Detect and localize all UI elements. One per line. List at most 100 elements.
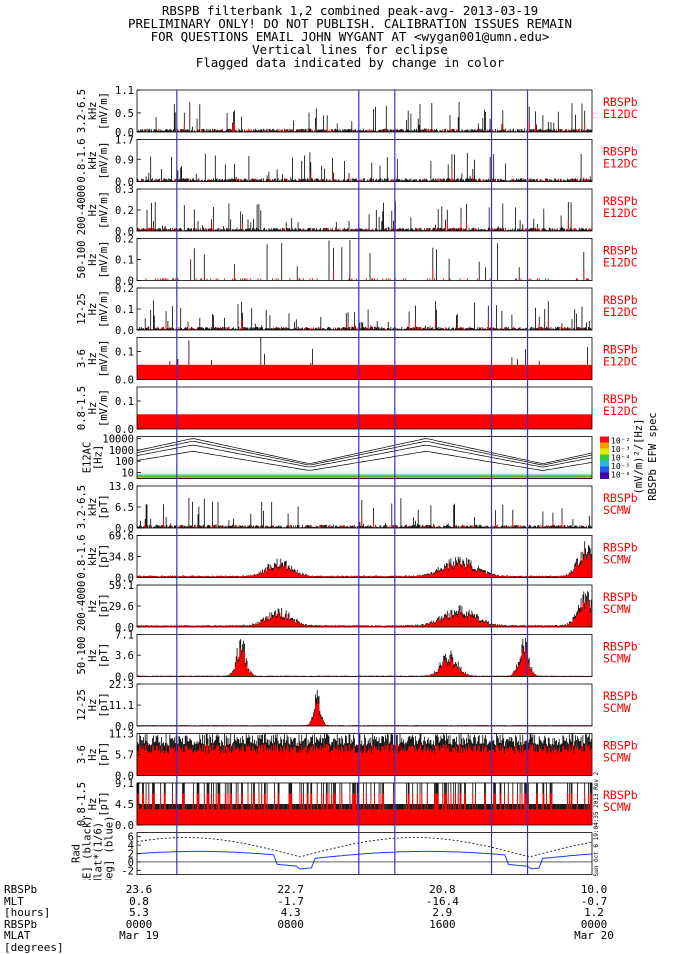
footer-row-label: MLAT (4, 929, 31, 942)
colorbar-tick: 10⁻⁶ (611, 471, 630, 480)
header-title: RBSPB filterbank 1,2 combined peak-avg- … (161, 3, 539, 18)
spectrogram-fill (137, 465, 592, 479)
spectral-curve (136, 440, 593, 466)
instrument-tag: E12DC (603, 355, 638, 369)
instrument-tag: SCMW (603, 652, 631, 666)
y-tick-label: 9.1 (115, 778, 134, 790)
y-tick-label: 0.0 (115, 127, 134, 139)
colorbar-tick: 10⁻⁴ (611, 454, 630, 463)
y-tick-label: 100 (115, 456, 134, 468)
signal-trace (136, 201, 592, 231)
panel-frame (136, 436, 593, 479)
y-tick-label: 11.3 (109, 729, 134, 741)
flag-block (137, 364, 592, 380)
y-axis-label: 0.8-1.5Hz[pT] (76, 782, 110, 826)
panel-frame (136, 584, 593, 628)
y-axis-label: 12-25Hz[mV/m] (76, 290, 110, 328)
timestamp-stamp: Sun Oct 6 19:04:35 2013 Rev 2 (593, 771, 600, 876)
panel-frame (136, 485, 593, 529)
instrument-tag: E12DC (603, 305, 638, 319)
instrument-tag: RBSPb (603, 491, 638, 505)
colorbar-tick: 10⁻⁵ (611, 462, 630, 471)
y-axis-label: 50-100Hz[pT] (76, 637, 110, 675)
y-tick-label: 0.3 (115, 184, 134, 196)
colorbar-swatch (600, 472, 609, 479)
y-tick-label: 0.2 (115, 234, 134, 246)
footer-cell: 0000 (580, 917, 608, 931)
footer-cell: 1.2 (584, 906, 604, 919)
colorbar-swatch (600, 454, 609, 461)
header-contact: FOR QUESTIONS EMAIL JOHN WYGANT AT <wyga… (150, 29, 550, 44)
panel-frame (136, 535, 593, 578)
y-tick-label: 29.6 (109, 601, 134, 613)
colorbar: 10⁻²10⁻³10⁻⁴10⁻⁵10⁻⁶ (mV/m)²/[Hz] RBSPb EF… (600, 412, 659, 501)
flagged-trace (136, 268, 589, 281)
y-axis-label: 12-25Hz[pT] (76, 689, 110, 721)
footer-cell: 5.3 (129, 906, 149, 919)
plot-header: RBSPB filterbank 1,2 combined peak-avg- … (0, 4, 700, 69)
y-tick-label: 0.0 (115, 721, 134, 733)
instrument-tag: RBSPb (603, 293, 638, 307)
y-tick-label: 22.3 (109, 679, 134, 691)
signal-trace (136, 689, 592, 726)
y-tick-label: 7.1 (115, 630, 134, 642)
flagged-trace (136, 550, 592, 578)
colorbar-swatch (600, 466, 609, 473)
instrument-tag: E12DC (603, 404, 638, 418)
footer-cell: 20.8 (429, 883, 456, 896)
flagged-trace (136, 647, 592, 677)
instrument-tag: RBSPb (603, 739, 638, 753)
y-tick-label: 0.1 (115, 255, 134, 267)
flagged-trace (138, 220, 591, 231)
footer-cell: -0.7 (580, 894, 608, 908)
y-tick-label: 0 (128, 857, 134, 869)
instrument-tag: SCMW (603, 751, 631, 765)
y-axis-label: 3.2-6.5kHz[mV/m] (76, 89, 110, 133)
y-tick-label: 11.1 (109, 700, 134, 712)
panel-frame (136, 188, 593, 232)
y-tick-label: 0.2 (115, 205, 134, 217)
footer-row-label: [hours] (4, 906, 51, 919)
panel-frame (136, 683, 593, 727)
instrument-tag: RBSPb (603, 590, 638, 604)
signal-trace (137, 101, 592, 132)
instrument-tag: SCMW (603, 553, 631, 567)
y-tick-label: 6.5 (115, 502, 134, 514)
colorbar-swatch (600, 448, 609, 455)
y-tick-label: 0.0 (115, 771, 134, 783)
footer-cell: 1600 (429, 917, 456, 931)
footer-cell: 4.3 (280, 906, 301, 919)
y-tick-label: 0.0 (115, 375, 134, 387)
footer-cell: -16.4 (425, 894, 459, 908)
flagged-trace (143, 517, 583, 528)
colorbar-swatch (600, 460, 609, 467)
instrument-tag: SCMW (603, 602, 631, 616)
footer-cell: 0800 (277, 917, 304, 931)
instrument-tag: RBSPb (603, 95, 638, 109)
spectral-curve (136, 438, 593, 465)
y-axis-label: 3-6Hz[mV/m] (76, 340, 110, 378)
y-tick-label: 0.1 (115, 347, 134, 359)
y-tick-label: 0.9 (115, 154, 134, 166)
instrument-tag: RBSPb (603, 640, 638, 654)
instrument-tag: E12DC (603, 157, 638, 171)
instrument-tag: RBSPb (603, 392, 638, 406)
mlat-trace (136, 850, 593, 870)
instrument-tag: RBSPb (603, 689, 638, 703)
y-tick-label: 0.0 (115, 820, 134, 832)
y-axis-label: 0.8-1.6kHz[pT] (76, 534, 110, 578)
y-axis-label: 0.8-1.6kHz[mV/m] (76, 138, 110, 182)
flagged-trace (136, 600, 592, 627)
header-eclipse-note: Vertical lines for eclipse (252, 42, 448, 57)
y-axis-label: E12AC[Hz] (82, 442, 105, 474)
signal-trace (190, 240, 585, 281)
footer-cell: 10.0 (580, 883, 608, 896)
signal-trace (136, 152, 592, 182)
y-tick-label: 1000 (109, 445, 134, 457)
instrument-tag: RBSPb (603, 541, 638, 555)
